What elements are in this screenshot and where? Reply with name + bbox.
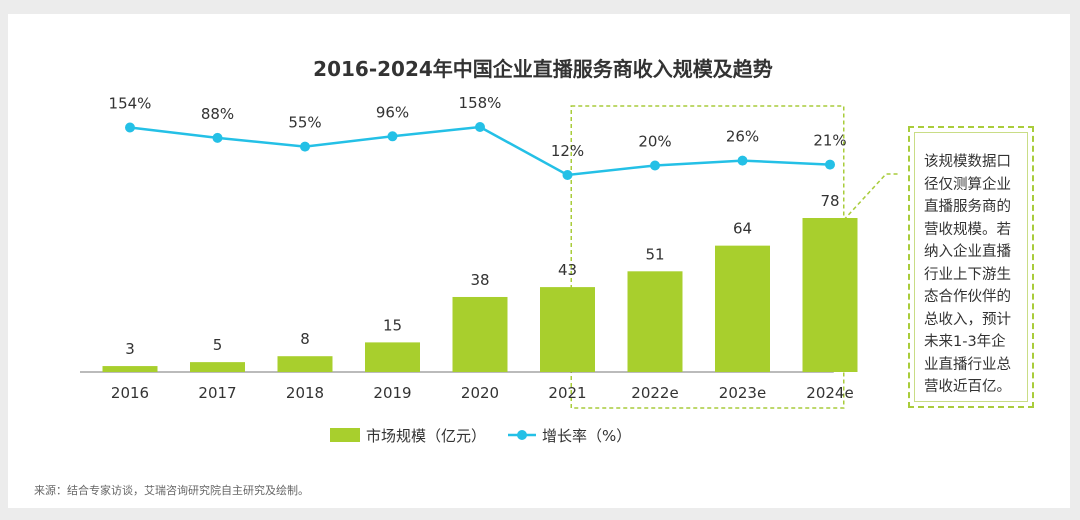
note-line: 未来1-3年企	[924, 334, 1006, 350]
note-line: 业直播行业总	[924, 356, 1011, 373]
note-line: 径仅测算企业	[924, 176, 1011, 193]
x-tick-label: 2019	[373, 384, 411, 402]
note-line: 纳入企业直播	[924, 244, 1011, 260]
bar	[365, 342, 420, 372]
chart-title: 2016-2024年中国企业直播服务商收入规模及趋势	[313, 57, 773, 81]
x-tick-label: 2023e	[719, 384, 766, 402]
source-note: 来源：结合专家访谈，艾瑞咨询研究院自主研究及绘制。	[34, 484, 309, 497]
note-line: 直播服务商的	[924, 199, 1011, 215]
growth-rate-label: 88%	[201, 105, 234, 123]
legend-bar-swatch	[330, 428, 360, 442]
bar-value-label: 43	[558, 261, 577, 279]
bar-value-label: 78	[820, 192, 839, 210]
x-tick-label: 2020	[461, 384, 499, 402]
note-box: 该规模数据口 径仅测算企业 直播服务商的 营收规模。若 纳入企业直播 行业上下游生 态合作伙…	[908, 126, 1034, 408]
growth-rate-point	[825, 159, 835, 170]
growth-rate-label: 21%	[813, 132, 846, 150]
note-line: 态合作伙伴的	[924, 289, 1011, 305]
bar-value-label: 38	[470, 271, 489, 289]
growth-rate-label: 26%	[726, 128, 759, 146]
growth-rate-label: 154%	[109, 94, 152, 112]
growth-rate-point	[737, 155, 748, 166]
bar	[190, 362, 245, 372]
growth-rate-point	[212, 132, 223, 143]
growth-rate-point	[475, 122, 485, 132]
x-tick-label: 2017	[198, 384, 236, 402]
note-connector	[843, 173, 898, 221]
growth-rate-label: 158%	[459, 94, 502, 112]
bar	[277, 356, 333, 372]
chart-canvas: 2016-2024年中国企业直播服务商收入规模及趋势 3 2016 5 2017 8 201…	[80, 57, 898, 445]
bar	[802, 218, 858, 372]
bar	[627, 271, 683, 372]
growth-rate-label: 96%	[376, 103, 409, 121]
bar	[540, 287, 595, 372]
bar-value-label: 64	[733, 220, 752, 238]
growth-rate-label: 55%	[288, 114, 321, 132]
note-text: 该规模数据口 径仅测算企业 直播服务商的 营收规模。若 纳入企业直播 行业上下游生 态合作伙…	[914, 132, 1028, 402]
bar-value-label: 8	[300, 330, 310, 348]
legend-line-label: 增长率（%）	[542, 427, 631, 445]
note-line: 营收近百亿。	[924, 379, 1011, 395]
bar	[715, 245, 770, 372]
x-tick-label: 2018	[286, 384, 324, 402]
note-line: 行业上下游生	[924, 266, 1011, 283]
bar-value-label: 51	[645, 245, 664, 263]
bar-value-label: 5	[213, 336, 223, 354]
x-tick-label: 2022e	[631, 384, 678, 402]
growth-rate-point	[125, 122, 135, 133]
x-tick-label: 2016	[111, 384, 149, 402]
x-tick-label: 2024e	[806, 384, 853, 402]
growth-rate-label: 12%	[551, 142, 584, 160]
growth-rate-point	[387, 131, 398, 142]
bar	[102, 366, 158, 372]
growth-rate-point	[562, 170, 573, 180]
legend-line-marker	[517, 430, 527, 440]
bar-value-label: 3	[125, 340, 135, 358]
bar	[452, 296, 508, 372]
growth-rate-point	[300, 141, 310, 152]
note-line: 该规模数据口	[924, 154, 1011, 170]
growth-rate-label: 20%	[638, 132, 671, 150]
x-tick-label: 2021	[548, 384, 586, 402]
bar-value-label: 15	[383, 316, 402, 334]
note-line: 总收入，预计	[924, 311, 1011, 328]
note-line: 营收规模。若	[924, 221, 1011, 238]
legend-bar-label: 市场规模（亿元）	[366, 427, 486, 445]
chart-card: 2016-2024年中国企业直播服务商收入规模及趋势 3 2016 5 2017 8 201…	[8, 14, 1070, 508]
growth-rate-point	[650, 160, 660, 171]
